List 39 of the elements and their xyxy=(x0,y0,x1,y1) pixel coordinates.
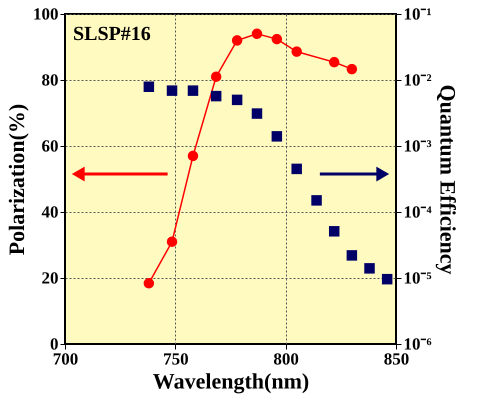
point xyxy=(252,108,262,119)
y2-tick-label: 10⁻¹ xyxy=(404,4,432,24)
point xyxy=(346,250,358,261)
point xyxy=(346,64,358,74)
point xyxy=(166,236,178,247)
point xyxy=(232,94,242,106)
point xyxy=(232,35,242,46)
point xyxy=(382,274,392,284)
point xyxy=(188,150,198,162)
y2-tick-label: 10⁻² xyxy=(404,70,432,90)
point xyxy=(252,28,262,40)
y-tick-label: 20 xyxy=(42,268,58,288)
y-tick-label: 80 xyxy=(42,70,58,90)
y2-tick-label: 10⁻⁵ xyxy=(404,268,432,288)
point xyxy=(311,195,322,206)
point xyxy=(328,56,340,68)
x-tick-label: 750 xyxy=(163,350,189,368)
point xyxy=(188,85,198,96)
point xyxy=(166,85,178,96)
point xyxy=(144,278,154,289)
point xyxy=(291,46,302,57)
point xyxy=(144,82,154,92)
point xyxy=(210,71,222,82)
point xyxy=(210,90,222,102)
point xyxy=(272,34,282,44)
y-tick-label: 60 xyxy=(42,136,58,156)
point xyxy=(291,164,302,174)
annotation: SLSP#16 xyxy=(73,23,151,45)
y2-axis-title: Quantum Efficiency xyxy=(436,84,461,275)
point xyxy=(364,263,375,274)
x-tick-label: 800 xyxy=(273,350,299,368)
y2-tick-label: 10⁻⁴ xyxy=(404,202,432,222)
y-axis-title: Polarization(%) xyxy=(4,104,29,256)
point xyxy=(328,226,340,237)
point xyxy=(272,131,282,142)
y-tick-label: 40 xyxy=(42,202,58,222)
y2-tick-label: 10⁻³ xyxy=(404,136,432,156)
x-axis-title: Wavelength(nm) xyxy=(152,368,310,394)
y-tick-label: 100 xyxy=(33,4,58,24)
